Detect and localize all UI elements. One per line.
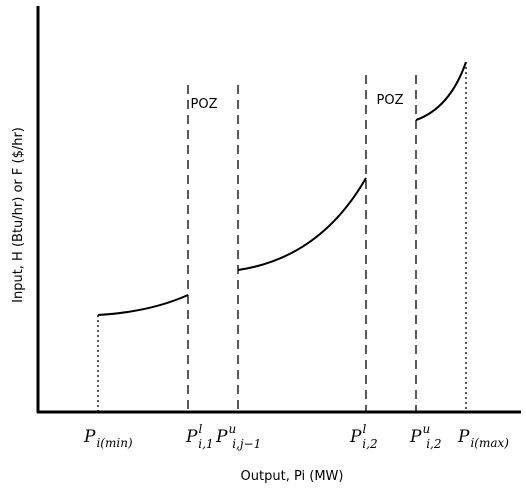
label-part: P: [215, 427, 228, 447]
label-part: i(min): [96, 436, 132, 450]
label-part: i,j−1: [232, 437, 261, 451]
cost-curve: [415, 61, 467, 121]
label-part: P: [457, 427, 470, 447]
cost-curve: [97, 294, 189, 316]
zone-label: POZ: [191, 97, 218, 112]
y-axis-label: Input, H (Btu/hr) or F ($/hr): [11, 127, 26, 303]
label-part: l: [198, 422, 202, 436]
label-part: i(max): [470, 436, 509, 450]
point-label: Pl i,2: [349, 422, 378, 451]
point-label: Pl i,1: [185, 422, 214, 451]
label-part: i,2: [426, 437, 441, 451]
cost-curve: [237, 177, 367, 271]
label-part: i,2: [362, 437, 377, 451]
label-part: P: [409, 427, 422, 447]
point-label: Pu i,j−1: [215, 422, 261, 451]
point-labels: Pi(min) Pl i,1 Pu i,j−1 Pl i,2 Pu i,2 Pi(max): [83, 422, 509, 451]
point-label: Pi(min): [83, 427, 133, 450]
label-part: P: [83, 427, 96, 447]
point-label: Pu i,2: [409, 422, 441, 451]
point-label: Pi(max): [457, 427, 509, 450]
x-axis-label: Output, Pi (MW): [241, 469, 344, 484]
label-part: l: [362, 422, 366, 436]
label-part: P: [185, 427, 198, 447]
zone-label: POZ: [377, 93, 404, 108]
label-part: i,1: [198, 437, 213, 451]
label-part: u: [228, 422, 236, 436]
label-part: u: [422, 422, 430, 436]
label-part: P: [349, 427, 362, 447]
